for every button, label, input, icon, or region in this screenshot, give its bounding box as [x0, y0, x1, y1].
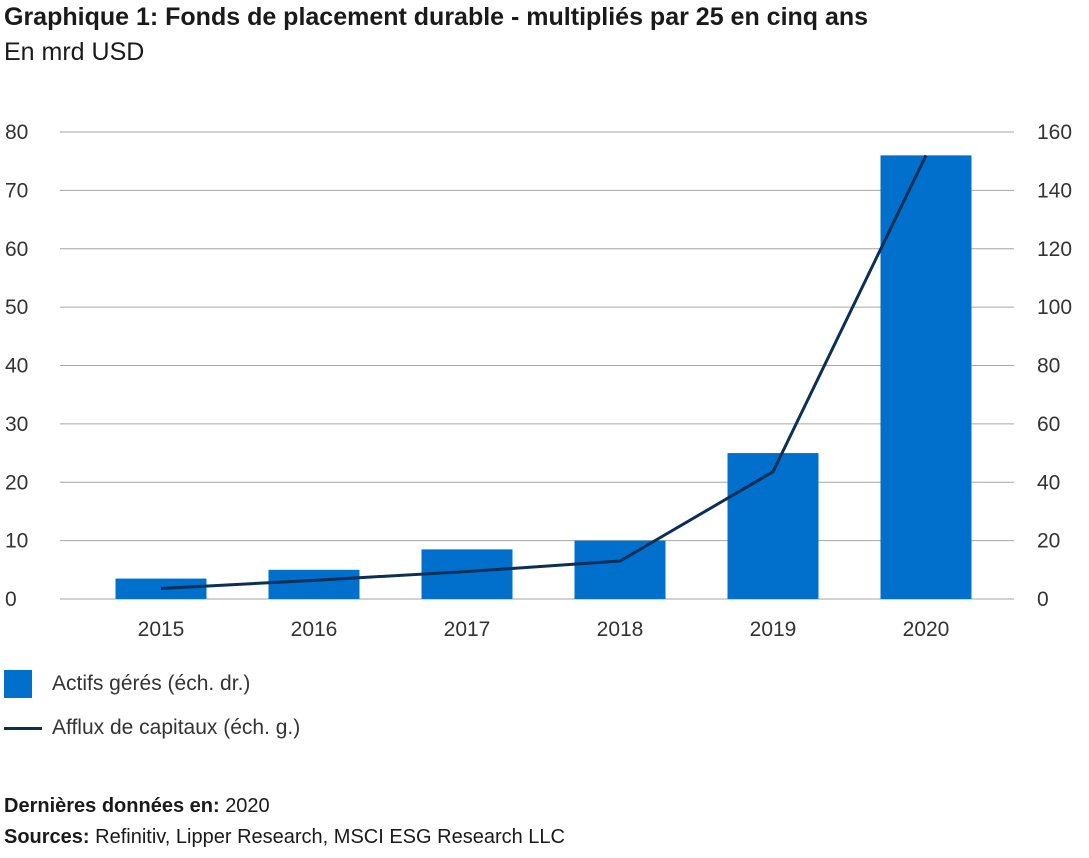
x-tick-label: 2017 — [444, 618, 491, 641]
bar-2016 — [268, 569, 360, 599]
chart-subtitle: En mrd USD — [4, 38, 145, 66]
bar-2019 — [727, 453, 819, 599]
left-tick-label: 30 — [5, 413, 28, 436]
legend-line: Afflux de capitaux (éch. g.) — [4, 713, 300, 743]
left-tick-label: 40 — [5, 355, 28, 378]
footer-sources: Sources: Refinitiv, Lipper Research, MSC… — [4, 826, 565, 849]
right-tick-label: 100 — [1037, 296, 1072, 319]
sources-label: Sources: — [4, 826, 90, 848]
right-tick-label: 160 — [1037, 121, 1072, 144]
left-tick-label: 20 — [5, 471, 28, 494]
gridlines — [60, 131, 1014, 600]
right-tick-label: 0 — [1037, 588, 1049, 611]
line-afflux — [160, 154, 928, 590]
right-tick-label: 40 — [1037, 471, 1060, 494]
sources-value: Refinitiv, Lipper Research, MSCI ESG Res… — [95, 826, 565, 848]
footer-last-data: Dernières données en: 2020 — [4, 795, 270, 818]
chart-title: Graphique 1: Fonds de placement durable … — [4, 3, 869, 31]
left-axis: 0 10 20 30 40 50 60 70 80 — [5, 121, 28, 611]
bar-series — [115, 155, 972, 599]
legend-line-label: Afflux de capitaux (éch. g.) — [52, 716, 301, 739]
right-tick-label: 140 — [1037, 179, 1072, 202]
left-tick-label: 70 — [5, 179, 28, 202]
x-axis: 2015 2016 2017 2018 2019 2020 — [138, 618, 950, 641]
right-tick-label: 60 — [1037, 413, 1060, 436]
legend-bars-label: Actifs gérés (éch. dr.) — [52, 672, 251, 695]
bar-2015 — [115, 578, 207, 599]
x-tick-label: 2018 — [597, 618, 644, 641]
last-data-label: Dernières données en: — [4, 795, 220, 817]
line-series — [160, 154, 928, 590]
right-tick-label: 80 — [1037, 355, 1060, 378]
x-tick-label: 2020 — [903, 618, 950, 641]
x-tick-label: 2015 — [138, 618, 185, 641]
x-tick-label: 2016 — [291, 618, 338, 641]
x-tick-label: 2019 — [750, 618, 797, 641]
last-data-value: 2020 — [225, 795, 270, 817]
left-tick-label: 80 — [5, 121, 28, 144]
bar-2020 — [880, 155, 972, 599]
bar-2018 — [574, 540, 666, 599]
legend-bars: Actifs gérés (éch. dr.) — [4, 669, 250, 699]
right-tick-label: 20 — [1037, 530, 1060, 553]
left-tick-label: 0 — [5, 588, 17, 611]
legend-line-swatch — [4, 726, 42, 730]
left-tick-label: 10 — [5, 530, 28, 553]
left-tick-label: 50 — [5, 296, 28, 319]
legend-bar-swatch — [4, 670, 32, 698]
left-tick-label: 60 — [5, 238, 28, 261]
right-axis: 0 20 40 60 80 100 120 140 160 — [1037, 121, 1072, 611]
right-tick-label: 120 — [1037, 238, 1072, 261]
